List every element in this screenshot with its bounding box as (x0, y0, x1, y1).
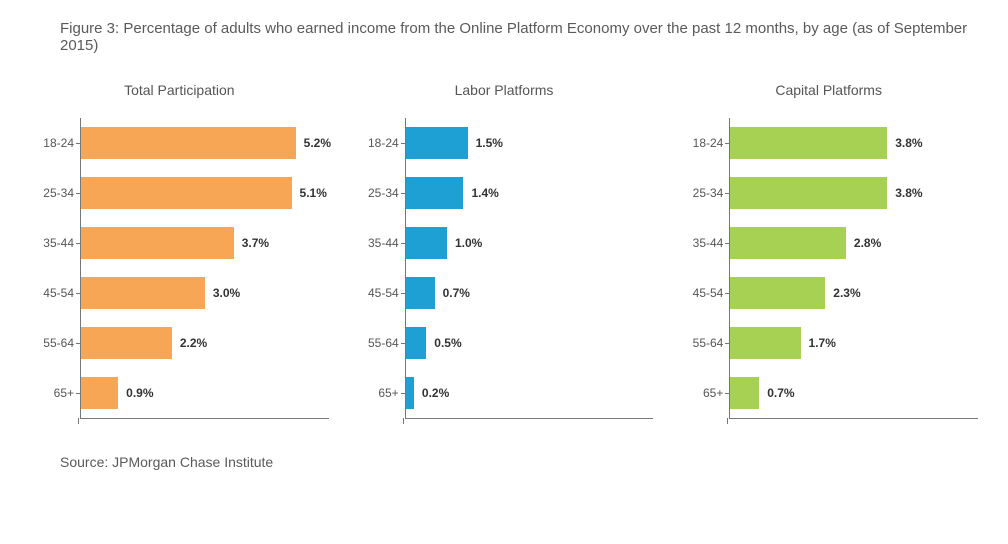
y-axis-label: 35-44 (354, 236, 399, 250)
bar: 1.4% (406, 177, 464, 209)
y-axis-label: 45-54 (354, 286, 399, 300)
bar: 0.7% (406, 277, 435, 309)
bar-chart: 18-245.2%25-345.1%35-443.7%45-543.0%55-6… (80, 118, 329, 419)
chart-panel: Capital Platforms18-243.8%25-343.8%35-44… (679, 82, 978, 419)
bar: 3.8% (730, 127, 887, 159)
y-axis-label: 18-24 (29, 136, 74, 150)
chart-row: 65+0.9% (81, 368, 329, 418)
bar-chart: 18-241.5%25-341.4%35-441.0%45-540.7%55-6… (405, 118, 654, 419)
chart-row: 18-241.5% (406, 118, 654, 168)
bar-value-label: 2.2% (180, 336, 207, 350)
chart-row: 55-640.5% (406, 318, 654, 368)
bar-value-label: 0.7% (767, 386, 794, 400)
bar: 2.3% (730, 277, 825, 309)
bar-value-label: 0.5% (434, 336, 461, 350)
bar: 1.5% (406, 127, 468, 159)
x-origin-tick (727, 418, 728, 424)
y-axis-label: 65+ (29, 386, 74, 400)
y-axis-label: 45-54 (29, 286, 74, 300)
panel-title: Labor Platforms (355, 82, 654, 98)
chart-row: 45-542.3% (730, 268, 978, 318)
chart-row: 25-343.8% (730, 168, 978, 218)
bar-value-label: 3.7% (242, 236, 269, 250)
bar-value-label: 0.2% (422, 386, 449, 400)
bar: 3.0% (81, 277, 205, 309)
y-axis-label: 55-64 (678, 336, 723, 350)
chart-row: 18-243.8% (730, 118, 978, 168)
bar-value-label: 1.5% (476, 136, 503, 150)
bar: 1.0% (406, 227, 447, 259)
bar-value-label: 0.9% (126, 386, 153, 400)
bar: 2.8% (730, 227, 846, 259)
bar: 0.7% (730, 377, 759, 409)
bar-value-label: 3.0% (213, 286, 240, 300)
bar-value-label: 1.4% (471, 186, 498, 200)
chart-row: 55-641.7% (730, 318, 978, 368)
bar: 5.2% (81, 127, 296, 159)
chart-panels: Total Participation18-245.2%25-345.1%35-… (20, 82, 988, 419)
chart-row: 45-540.7% (406, 268, 654, 318)
x-origin-tick (403, 418, 404, 424)
chart-row: 35-441.0% (406, 218, 654, 268)
y-axis-label: 25-34 (29, 186, 74, 200)
y-axis-label: 25-34 (678, 186, 723, 200)
y-axis-label: 65+ (354, 386, 399, 400)
bar-value-label: 3.8% (895, 136, 922, 150)
y-axis-label: 35-44 (678, 236, 723, 250)
chart-row: 25-341.4% (406, 168, 654, 218)
bar-value-label: 5.2% (304, 136, 331, 150)
source-caption: Source: JPMorgan Chase Institute (20, 454, 988, 470)
y-axis-label: 18-24 (354, 136, 399, 150)
bar: 0.2% (406, 377, 414, 409)
bar: 5.1% (81, 177, 292, 209)
chart-row: 65+0.2% (406, 368, 654, 418)
bar: 2.2% (81, 327, 172, 359)
bar: 0.5% (406, 327, 427, 359)
bar-value-label: 3.8% (895, 186, 922, 200)
bar: 3.7% (81, 227, 234, 259)
chart-row: 45-543.0% (81, 268, 329, 318)
chart-row: 25-345.1% (81, 168, 329, 218)
bar: 0.9% (81, 377, 118, 409)
y-axis-label: 55-64 (29, 336, 74, 350)
y-axis-label: 25-34 (354, 186, 399, 200)
bar-value-label: 2.3% (833, 286, 860, 300)
bar-value-label: 0.7% (443, 286, 470, 300)
bar: 1.7% (730, 327, 800, 359)
panel-title: Total Participation (30, 82, 329, 98)
chart-panel: Total Participation18-245.2%25-345.1%35-… (30, 82, 329, 419)
x-origin-tick (78, 418, 79, 424)
bar-chart: 18-243.8%25-343.8%35-442.8%45-542.3%55-6… (729, 118, 978, 419)
bar-value-label: 1.7% (809, 336, 836, 350)
figure-title: Figure 3: Percentage of adults who earne… (20, 20, 988, 54)
chart-panel: Labor Platforms18-241.5%25-341.4%35-441.… (355, 82, 654, 419)
chart-row: 35-442.8% (730, 218, 978, 268)
panel-title: Capital Platforms (679, 82, 978, 98)
bar-value-label: 1.0% (455, 236, 482, 250)
bar: 3.8% (730, 177, 887, 209)
y-axis-label: 65+ (678, 386, 723, 400)
y-axis-label: 55-64 (354, 336, 399, 350)
chart-row: 55-642.2% (81, 318, 329, 368)
bar-value-label: 2.8% (854, 236, 881, 250)
bar-value-label: 5.1% (300, 186, 327, 200)
chart-row: 65+0.7% (730, 368, 978, 418)
y-axis-label: 18-24 (678, 136, 723, 150)
chart-row: 18-245.2% (81, 118, 329, 168)
chart-row: 35-443.7% (81, 218, 329, 268)
y-axis-label: 35-44 (29, 236, 74, 250)
y-axis-label: 45-54 (678, 286, 723, 300)
